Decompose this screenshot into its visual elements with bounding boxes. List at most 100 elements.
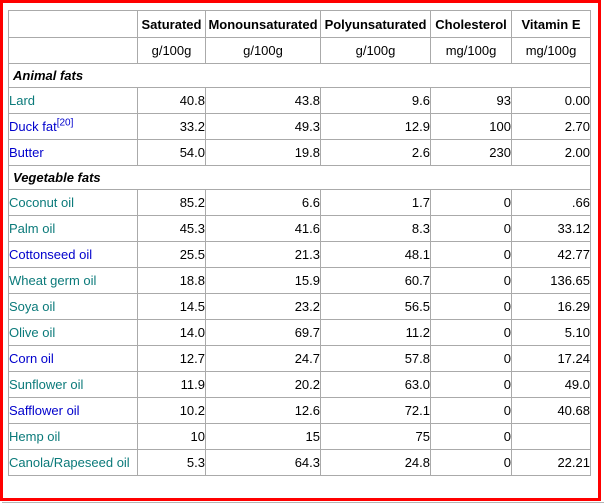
value-cell: 230 <box>430 139 512 166</box>
value-cell: 0 <box>430 371 512 398</box>
value-cell: 17.24 <box>511 345 591 372</box>
value-cell: 41.6 <box>205 215 321 242</box>
table-row: Coconut oil 85.2 6.6 1.7 0 .66 <box>8 189 591 216</box>
value-cell: 8.3 <box>320 215 431 242</box>
section-label: Animal fats <box>8 63 591 88</box>
value-cell: 49.3 <box>205 113 321 140</box>
fat-link-butter[interactable]: Butter <box>9 145 44 160</box>
value-cell: 23.2 <box>205 293 321 320</box>
value-cell: 2.70 <box>511 113 591 140</box>
value-cell: 5.10 <box>511 319 591 346</box>
fat-link-safflower-oil[interactable]: Safflower oil <box>9 403 80 418</box>
value-cell: 9.6 <box>320 87 431 114</box>
window-edge-line <box>2 502 604 503</box>
value-cell: 12.6 <box>205 397 321 424</box>
corner-cell <box>8 10 138 38</box>
value-cell: 0 <box>430 293 512 320</box>
fat-link-canola-rapeseed-oil[interactable]: Canola/Rapeseed oil <box>9 455 130 470</box>
annotation-red-frame: Saturated Monounsaturated Polyunsaturate… <box>0 0 601 501</box>
value-cell: 25.5 <box>137 241 206 268</box>
section-row-vegetable-fats: Vegetable fats <box>8 165 591 190</box>
col-header-saturated: Saturated <box>137 10 206 38</box>
value-cell: 11.2 <box>320 319 431 346</box>
value-cell: 60.7 <box>320 267 431 294</box>
fat-link-olive-oil[interactable]: Olive oil <box>9 325 56 340</box>
value-cell: 1.7 <box>320 189 431 216</box>
value-cell: 21.3 <box>205 241 321 268</box>
fat-link-wheat-germ-oil[interactable]: Wheat germ oil <box>9 273 97 288</box>
table-row: Corn oil 12.7 24.7 57.8 0 17.24 <box>8 345 591 372</box>
value-cell: 40.8 <box>137 87 206 114</box>
reference-link[interactable]: [20] <box>56 117 74 129</box>
value-cell: 16.29 <box>511 293 591 320</box>
value-cell: 2.6 <box>320 139 431 166</box>
table-row: Lard 40.8 43.8 9.6 93 0.00 <box>8 87 591 114</box>
value-cell: 64.3 <box>205 449 321 476</box>
value-cell: 48.1 <box>320 241 431 268</box>
units-row: g/100g g/100g g/100g mg/100g mg/100g <box>8 37 591 64</box>
table-row: Canola/Rapeseed oil 5.3 64.3 24.8 0 22.2… <box>8 449 591 476</box>
value-cell: 24.7 <box>205 345 321 372</box>
value-cell: 2.00 <box>511 139 591 166</box>
value-cell: 72.1 <box>320 397 431 424</box>
fat-link-corn-oil[interactable]: Corn oil <box>9 351 54 366</box>
table-row: Duck fat[20] 33.2 49.3 12.9 100 2.70 <box>8 113 591 140</box>
table-row: Cottonseed oil 25.5 21.3 48.1 0 42.77 <box>8 241 591 268</box>
table-row: Hemp oil 10 15 75 0 <box>8 423 591 450</box>
value-cell: 10 <box>137 423 206 450</box>
corner-units-cell <box>8 37 138 64</box>
value-cell: 85.2 <box>137 189 206 216</box>
unit-label: mg/100g <box>511 37 591 64</box>
value-cell: 18.8 <box>137 267 206 294</box>
section-label: Vegetable fats <box>8 165 591 190</box>
value-cell: 93 <box>430 87 512 114</box>
reference-superscript: [20] <box>57 118 74 129</box>
fat-link-palm-oil[interactable]: Palm oil <box>9 221 56 236</box>
value-cell: 136.65 <box>511 267 591 294</box>
value-cell: 0 <box>430 189 512 216</box>
fat-composition-table: Saturated Monounsaturated Polyunsaturate… <box>8 10 591 476</box>
table-row: Palm oil 45.3 41.6 8.3 0 33.12 <box>8 215 591 242</box>
fat-link-hemp-oil[interactable]: Hemp oil <box>9 429 61 444</box>
value-cell: 0 <box>430 423 512 450</box>
value-cell: 0 <box>430 267 512 294</box>
col-header-monounsaturated: Monounsaturated <box>205 10 321 38</box>
value-cell: 69.7 <box>205 319 321 346</box>
table-row: Sunflower oil 11.9 20.2 63.0 0 49.0 <box>8 371 591 398</box>
value-cell <box>511 423 591 450</box>
value-cell: 6.6 <box>205 189 321 216</box>
value-cell: 12.9 <box>320 113 431 140</box>
table-row: Butter 54.0 19.8 2.6 230 2.00 <box>8 139 591 166</box>
unit-label: mg/100g <box>430 37 512 64</box>
value-cell: 12.7 <box>137 345 206 372</box>
value-cell: 15.9 <box>205 267 321 294</box>
value-cell: 20.2 <box>205 371 321 398</box>
value-cell: 75 <box>320 423 431 450</box>
value-cell: 11.9 <box>137 371 206 398</box>
value-cell: 63.0 <box>320 371 431 398</box>
value-cell: 0 <box>430 241 512 268</box>
col-header-polyunsaturated: Polyunsaturated <box>320 10 431 38</box>
fat-link-soya-oil[interactable]: Soya oil <box>9 299 56 314</box>
value-cell: 54.0 <box>137 139 206 166</box>
value-cell: .66 <box>511 189 591 216</box>
col-header-cholesterol: Cholesterol <box>430 10 512 38</box>
value-cell: 22.21 <box>511 449 591 476</box>
fat-link-coconut-oil[interactable]: Coconut oil <box>9 195 75 210</box>
value-cell: 0 <box>430 397 512 424</box>
value-cell: 14.0 <box>137 319 206 346</box>
header-row: Saturated Monounsaturated Polyunsaturate… <box>8 10 591 38</box>
unit-label: g/100g <box>205 37 321 64</box>
value-cell: 0 <box>430 319 512 346</box>
fat-link-cottonseed-oil[interactable]: Cottonseed oil <box>9 247 93 262</box>
fat-link-lard[interactable]: Lard <box>9 93 36 108</box>
table-row: Soya oil 14.5 23.2 56.5 0 16.29 <box>8 293 591 320</box>
value-cell: 33.12 <box>511 215 591 242</box>
value-cell: 19.8 <box>205 139 321 166</box>
value-cell: 40.68 <box>511 397 591 424</box>
value-cell: 0 <box>430 345 512 372</box>
unit-label: g/100g <box>320 37 431 64</box>
value-cell: 49.0 <box>511 371 591 398</box>
fat-link-sunflower-oil[interactable]: Sunflower oil <box>9 377 84 392</box>
fat-link-duck-fat[interactable]: Duck fat <box>9 119 57 134</box>
